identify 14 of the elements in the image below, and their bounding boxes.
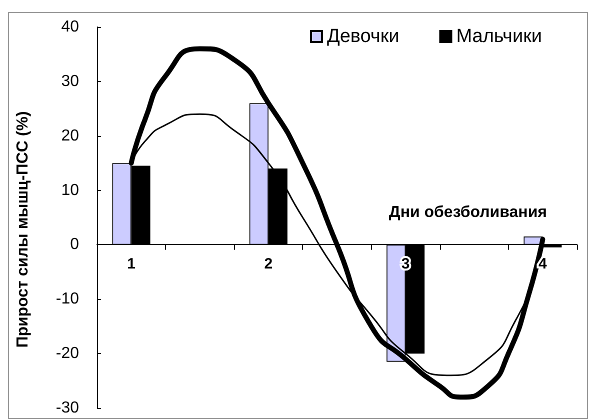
y-tick-label: -10 [56, 290, 80, 308]
x-axis-title: Дни обезболивания [388, 204, 547, 222]
legend-label: Девочки [326, 26, 400, 47]
legend-label: Мальчики [456, 26, 542, 47]
y-tick-label: 0 [70, 236, 80, 254]
y-axis-title: Прирост силы мышц-ПСС (%) [14, 111, 32, 348]
y-tick-label: 10 [61, 182, 80, 199]
y-tick-label: 20 [61, 127, 80, 144]
y-tick-label: -30 [56, 400, 80, 416]
y-tick-label: 40 [61, 18, 80, 36]
y-tick-label: 30 [61, 72, 80, 90]
x-tick-label: 1 [127, 256, 136, 273]
y-tick-label: -20 [56, 345, 80, 362]
x-tick-label: 2 [264, 256, 273, 273]
